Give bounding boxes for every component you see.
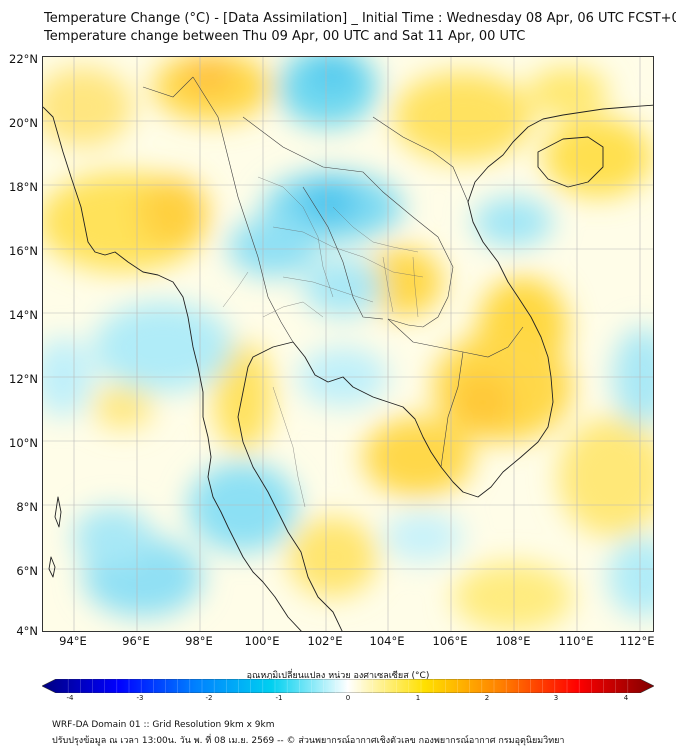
footer-credits: ปรับปรุงข้อมูล ณ เวลา 13:00น. วัน พ. ที่… — [52, 736, 565, 746]
lon-label-104e: 104°E — [369, 634, 405, 648]
lat-label-22n: 22°N — [9, 52, 38, 66]
lat-label-16n: 16°N — [9, 244, 38, 258]
lon-label-98e: 98°E — [185, 634, 213, 648]
lat-label-4n: 4°N — [16, 624, 38, 638]
colorbar-gradient — [42, 679, 654, 693]
lon-label-100e: 100°E — [244, 634, 280, 648]
map-subtitle: Temperature change between Thu 09 Apr, 0… — [44, 29, 526, 44]
lat-label-14n: 14°N — [9, 308, 38, 322]
lat-label-8n: 8°N — [16, 500, 38, 514]
colorbar-label: อุณหภูมิเปลี่ยนแปลง หน่วย องศาเซลเซียส (… — [246, 671, 430, 681]
colorbar-tick-minus3: -3 — [136, 694, 144, 702]
map-title: Temperature Change (°C) - [Data Assimila… — [44, 11, 676, 26]
lat-label-10n: 10°N — [9, 436, 38, 450]
lat-label-12n: 12°N — [9, 372, 38, 386]
lon-label-94e: 94°E — [59, 634, 87, 648]
colorbar-tick-1: 1 — [415, 694, 421, 702]
lon-label-110e: 110°E — [558, 634, 594, 648]
lon-label-108e: 108°E — [495, 634, 531, 648]
colorbar-tick-0: 0 — [345, 694, 351, 702]
lat-label-6n: 6°N — [16, 564, 38, 578]
map-panel — [42, 56, 654, 632]
province-borders — [222, 176, 424, 508]
colorbar-tick-2: 2 — [484, 694, 490, 702]
lat-label-20n: 20°N — [9, 116, 38, 130]
temperature-field — [43, 57, 653, 631]
temperature-change-map — [43, 57, 653, 631]
country-borders — [142, 76, 524, 468]
colorbar-tick-minus1: -1 — [275, 694, 283, 702]
colorbar-tick-4: 4 — [623, 694, 629, 702]
footer-model-info: WRF-DA Domain 01 :: Grid Resolution 9km … — [52, 720, 275, 730]
lon-label-112e: 112°E — [619, 634, 655, 648]
lon-label-106e: 106°E — [432, 634, 468, 648]
lon-label-102e: 102°E — [307, 634, 343, 648]
colorbar-tick-3: 3 — [553, 694, 559, 702]
coastlines — [43, 104, 653, 631]
colorbar-tick-minus4: -4 — [66, 694, 74, 702]
lon-label-96e: 96°E — [122, 634, 150, 648]
colorbar-tick-minus2: -2 — [205, 694, 213, 702]
colorbar — [42, 679, 654, 693]
lat-label-18n: 18°N — [9, 180, 38, 194]
lat-lon-grid — [43, 57, 653, 631]
